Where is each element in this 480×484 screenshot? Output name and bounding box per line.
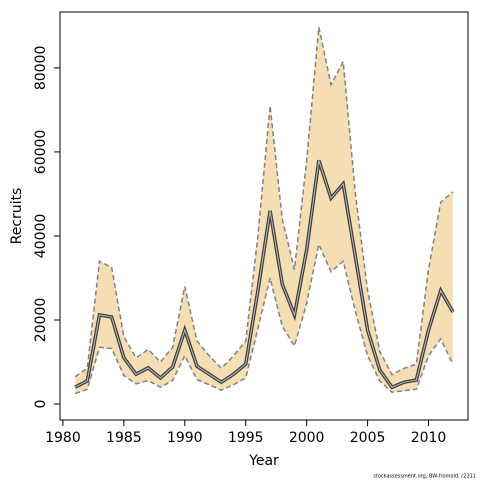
y-tick-label: 60000 bbox=[33, 130, 49, 175]
lower-bound bbox=[74, 241, 454, 395]
x-tick-label: 1985 bbox=[106, 430, 142, 446]
y-tick-label: 80000 bbox=[33, 46, 49, 91]
y-axis-label: Recruits bbox=[9, 188, 25, 245]
y-tick-label: 0 bbox=[33, 400, 49, 409]
x-tick-label: 1980 bbox=[45, 430, 81, 446]
x-tick-label: 1995 bbox=[228, 430, 264, 446]
confidence-band bbox=[75, 27, 453, 394]
estimate-line-inner bbox=[74, 160, 454, 388]
plot-frame bbox=[59, 11, 469, 421]
x-tick-label: 2010 bbox=[411, 430, 447, 446]
x-tick-label: 1990 bbox=[167, 430, 203, 446]
footnote: stockassessment.org, BW-fromold, r2311 bbox=[373, 474, 476, 480]
x-tick-label: 2000 bbox=[289, 430, 325, 446]
x-tick-label: 2005 bbox=[350, 430, 386, 446]
upper-bound bbox=[74, 26, 454, 378]
y-tick-label: 20000 bbox=[33, 298, 49, 343]
y-tick-label: 40000 bbox=[33, 214, 49, 259]
x-axis-label: Year bbox=[248, 453, 279, 469]
